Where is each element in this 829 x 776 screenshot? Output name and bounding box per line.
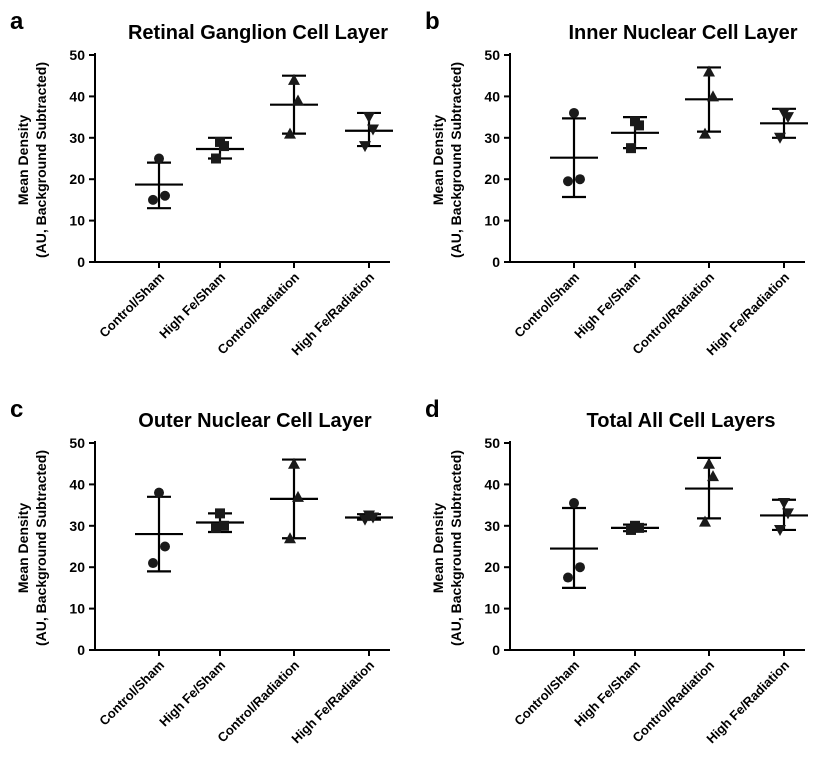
y-tick-label: 0 [77, 642, 85, 658]
y-tick-label: 10 [69, 213, 85, 229]
x-tick-label: Control/Radiation [214, 269, 302, 357]
chart-svg-b: b Inner Nuclear Cell Layer Mean Density (AU… [415, 0, 829, 388]
y-tick-label: 30 [69, 130, 85, 146]
data-group [760, 108, 808, 144]
x-tick-label: High Fe/Radiation [703, 657, 792, 746]
data-point-square [215, 137, 225, 147]
data-group [685, 458, 733, 527]
data-point-circle [575, 562, 585, 572]
chart-title: Outer Nuclear Cell Layer [138, 410, 372, 432]
data-point-circle [148, 195, 158, 205]
data-point-circle [563, 176, 573, 186]
y-tick-label: 40 [484, 476, 500, 492]
data-point-square [626, 143, 636, 153]
x-tick-label: Control/Radiation [629, 657, 717, 745]
chart-svg-c: c Outer Nuclear Cell Layer Mean Density (AU… [0, 388, 415, 776]
y-tick-label: 50 [484, 47, 500, 63]
y-tick-label: 50 [69, 435, 85, 451]
data-group [550, 498, 598, 588]
chart-title: Retinal Ganglion Cell Layer [128, 22, 388, 44]
data-point-circle [569, 108, 579, 118]
y-axis-label-line: Mean Density [15, 115, 31, 205]
y-axis-label-line: Mean Density [430, 503, 446, 593]
chart-panel-c: c Outer Nuclear Cell Layer Mean Density (AU… [0, 388, 415, 776]
data-point-circle [563, 573, 573, 583]
data-point-square [630, 116, 640, 126]
x-tick-label: Control/Radiation [214, 657, 302, 745]
data-point-circle [160, 191, 170, 201]
y-tick-label: 40 [69, 88, 85, 104]
data-group [611, 521, 659, 535]
data-group [135, 154, 183, 209]
panel-letter: d [425, 396, 440, 423]
data-group [345, 112, 393, 152]
x-tick-label: High Fe/Radiation [703, 269, 792, 358]
data-point-square [219, 521, 229, 531]
y-tick-label: 20 [484, 559, 500, 575]
data-group [345, 510, 393, 525]
chart-svg-a: a Retinal Ganglion Cell Layer Mean Density… [0, 0, 415, 388]
panel-letter: c [10, 396, 23, 423]
y-axis-label-line: Mean Density [15, 503, 31, 593]
data-point-triangle-up [703, 458, 715, 469]
x-tick-label: High Fe/Sham [156, 270, 228, 342]
data-point-square [211, 154, 221, 164]
y-tick-label: 30 [69, 518, 85, 534]
y-tick-label: 20 [69, 171, 85, 187]
y-tick-label: 50 [69, 47, 85, 63]
panel-letter: b [425, 8, 440, 35]
y-tick-label: 50 [484, 435, 500, 451]
chart-panel-a: a Retinal Ganglion Cell Layer Mean Density… [0, 0, 415, 388]
x-tick-label: High Fe/Radiation [288, 657, 377, 746]
x-tick-label: High Fe/Radiation [288, 269, 377, 358]
y-tick-label: 10 [484, 601, 500, 617]
y-axis-label-line: (AU, Background Subtracted) [448, 62, 464, 258]
data-point-triangle-down [778, 498, 790, 509]
y-axis-label-line: (AU, Background Subtracted) [33, 450, 49, 646]
y-tick-label: 10 [484, 213, 500, 229]
chart-panel-b: b Inner Nuclear Cell Layer Mean Density (AU… [415, 0, 829, 388]
data-point-square [215, 508, 225, 518]
data-point-circle [160, 542, 170, 552]
y-tick-label: 30 [484, 518, 500, 534]
chart-svg-d: d Total All Cell Layers Mean Density (AU, B… [415, 388, 829, 776]
y-tick-label: 40 [484, 88, 500, 104]
y-tick-label: 30 [484, 130, 500, 146]
y-tick-label: 0 [492, 254, 500, 270]
y-tick-label: 0 [492, 642, 500, 658]
data-group [550, 108, 598, 197]
data-group [685, 66, 733, 139]
data-point-circle [154, 488, 164, 498]
data-point-circle [154, 154, 164, 164]
chart-title: Total All Cell Layers [587, 410, 776, 432]
data-point-square [630, 521, 640, 531]
y-tick-label: 20 [69, 559, 85, 575]
y-tick-label: 0 [77, 254, 85, 270]
y-tick-label: 40 [69, 476, 85, 492]
data-group [611, 116, 659, 153]
data-group [196, 508, 244, 532]
x-tick-label: High Fe/Sham [156, 658, 228, 730]
data-point-circle [575, 174, 585, 184]
y-axis-label-line: Mean Density [430, 115, 446, 205]
x-tick-label: Control/Radiation [629, 269, 717, 357]
y-tick-label: 20 [484, 171, 500, 187]
data-group [270, 74, 318, 139]
y-axis-label-line: (AU, Background Subtracted) [33, 62, 49, 258]
data-point-triangle-down [363, 112, 375, 123]
y-axis-label-line: (AU, Background Subtracted) [448, 450, 464, 646]
x-tick-label: High Fe/Sham [571, 658, 643, 730]
data-group [135, 488, 183, 572]
chart-title: Inner Nuclear Cell Layer [569, 22, 798, 44]
data-group [270, 458, 318, 544]
x-tick-label: High Fe/Sham [571, 270, 643, 342]
y-tick-label: 10 [69, 601, 85, 617]
data-point-circle [569, 498, 579, 508]
data-group [760, 498, 808, 536]
chart-panel-d: d Total All Cell Layers Mean Density (AU, B… [415, 388, 829, 776]
data-group [196, 137, 244, 164]
panel-letter: a [10, 8, 24, 35]
data-point-circle [148, 558, 158, 568]
